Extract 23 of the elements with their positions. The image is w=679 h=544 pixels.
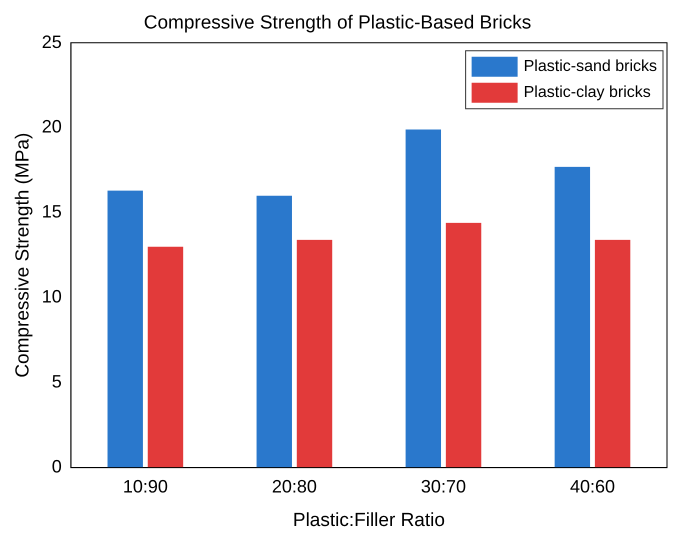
chart-title: Compressive Strength of Plastic-Based Bricks xyxy=(144,12,532,34)
y-tick-label: 10 xyxy=(42,286,62,307)
y-tick-label: 20 xyxy=(42,116,62,137)
bar xyxy=(108,190,143,468)
x-tick-label: 10:90 xyxy=(122,476,168,496)
bar xyxy=(406,129,442,468)
legend-label: Plastic-clay bricks xyxy=(524,84,651,102)
y-tick-label: 5 xyxy=(52,372,62,392)
legend-label: Plastic-sand bricks xyxy=(524,58,657,76)
y-tick-label: 25 xyxy=(42,32,62,52)
y-tick-label: 15 xyxy=(42,202,62,222)
x-axis-title: Plastic:Filler Ratio xyxy=(292,510,445,531)
x-tick-label: 30:70 xyxy=(420,476,466,496)
bar xyxy=(148,246,184,468)
x-tick-label: 40:60 xyxy=(570,476,615,496)
y-axis-title: Compressive Strength (MPa) xyxy=(12,132,34,378)
bar xyxy=(296,240,332,468)
bar xyxy=(256,196,292,468)
bar xyxy=(594,240,630,468)
y-tick-label: 0 xyxy=(52,456,62,477)
x-tick-label: 20:80 xyxy=(272,476,317,496)
bar xyxy=(554,166,590,468)
bar xyxy=(446,222,482,468)
